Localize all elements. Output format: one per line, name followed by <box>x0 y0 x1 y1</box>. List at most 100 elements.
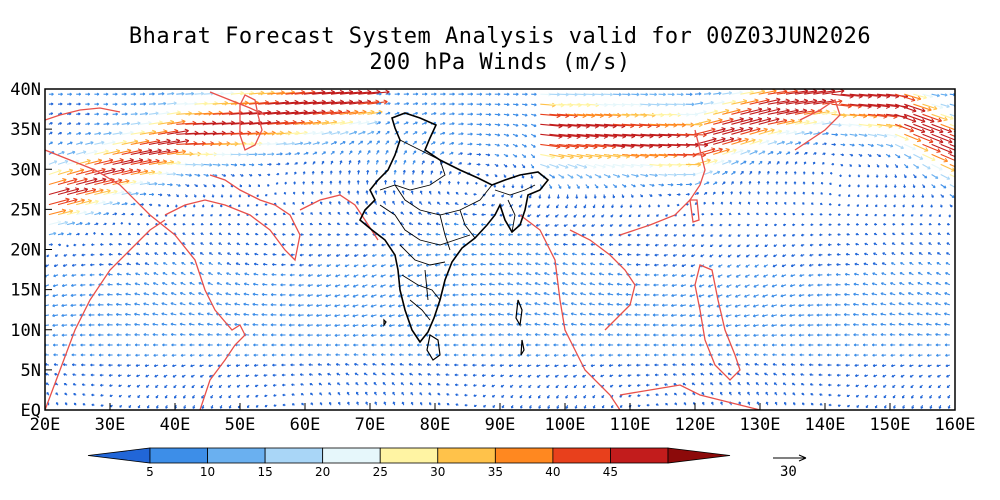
wind-vector-head <box>297 323 301 327</box>
wind-vector-head <box>219 395 222 399</box>
wind-vector-head <box>516 343 520 347</box>
wind-vector-head <box>73 402 77 406</box>
wind-vector-head <box>319 402 323 405</box>
wind-vector-head <box>845 353 848 357</box>
wind-vector-head <box>528 395 532 399</box>
wind-vector-head <box>872 353 875 357</box>
wind-vector-head <box>437 402 441 405</box>
wind-vector-head <box>272 363 275 367</box>
wind-vector-head <box>482 394 486 398</box>
wind-vector-head <box>380 353 384 357</box>
wind-vector-head <box>81 373 84 377</box>
wind-vector-head <box>409 372 412 376</box>
wind-vector-head <box>271 353 275 357</box>
wind-vector-head <box>898 332 902 337</box>
wind-vector-head <box>499 364 503 367</box>
wind-vector-head <box>72 383 76 386</box>
wind-vector-head <box>701 391 705 395</box>
wind-vector-head <box>218 385 222 388</box>
wind-vector-head <box>310 402 314 405</box>
wind-vector-head <box>646 383 649 387</box>
wind-vector-head <box>609 384 613 388</box>
wind-vector-head <box>698 333 702 337</box>
wind-vector-head <box>81 363 84 367</box>
wind-vector-head <box>672 353 675 357</box>
wind-vector-head <box>444 343 447 347</box>
wind-vector-head <box>299 363 302 367</box>
wind-vector-head <box>389 353 393 357</box>
wind-vector-head <box>254 374 257 377</box>
wind-vector-head <box>356 391 359 395</box>
wind-vector-head <box>108 363 111 367</box>
wind-vector-head <box>709 372 713 376</box>
wind-vector-head <box>245 384 249 388</box>
wind-vector-head <box>663 353 666 357</box>
wind-vector-head <box>145 385 149 388</box>
wind-vector-head <box>106 323 110 327</box>
wind-vector-head <box>370 333 374 337</box>
wind-vector-head <box>729 391 732 395</box>
wind-vector-head <box>52 343 56 347</box>
wind-vector-head <box>654 363 657 367</box>
wind-vector-head <box>91 393 94 397</box>
wind-vector-head <box>771 343 775 347</box>
wind-vector-head <box>370 324 374 328</box>
wind-vector-head <box>498 343 502 347</box>
wind-vector-head <box>556 396 559 399</box>
wind-vector-head <box>491 384 494 388</box>
wind-vector-head <box>253 363 257 367</box>
wind-vector-head <box>80 353 84 357</box>
wind-vector-head <box>164 385 167 389</box>
wind-vector-head <box>180 353 184 357</box>
wind-vector-head <box>363 372 367 376</box>
wind-vector-head <box>117 363 120 367</box>
wind-vector-head <box>510 406 514 409</box>
wind-vector-head <box>381 362 384 366</box>
wind-vector-head <box>699 353 702 357</box>
wind-vector-head <box>236 374 239 378</box>
wind-vector-head <box>545 374 549 378</box>
wind-vector-head <box>263 363 266 367</box>
wind-vector-head <box>738 391 741 395</box>
wind-vector-head <box>663 373 667 377</box>
wind-vector-head <box>165 406 168 409</box>
wind-vector-head <box>152 333 156 337</box>
wind-vector-head <box>137 395 140 399</box>
wind-vector-head <box>901 385 904 389</box>
wind-vector-head <box>464 393 467 397</box>
wind-vector-head <box>683 402 687 405</box>
wind-vector-head <box>700 372 703 376</box>
wind-vector-head <box>583 406 587 409</box>
wind-vector-head <box>837 404 841 407</box>
wind-vector-head <box>727 362 730 366</box>
wind-vector-head <box>162 364 166 368</box>
wind-vector-head <box>827 363 830 367</box>
wind-vector-head <box>228 395 231 399</box>
wind-vector-head <box>172 374 176 378</box>
wind-vector-head <box>774 401 778 405</box>
wind-vector-head <box>762 343 766 347</box>
wind-vector-head <box>726 343 729 347</box>
wind-vector-head <box>445 363 448 367</box>
wind-vector-head <box>281 373 284 377</box>
wind-vector-head <box>419 392 422 395</box>
wind-vector-head <box>372 362 375 366</box>
wind-vector-head <box>617 363 621 367</box>
wind-vector-head <box>607 343 611 347</box>
wind-vector-head <box>389 333 392 337</box>
wind-vector-head <box>98 333 101 337</box>
wind-vector-head <box>156 406 159 409</box>
wind-vector-head <box>646 393 649 397</box>
wind-vector-head <box>744 333 747 337</box>
wind-vector-head <box>263 384 267 387</box>
wind-vector-head <box>207 332 210 337</box>
wind-vector-head <box>356 401 360 404</box>
wind-vector-head <box>644 333 647 337</box>
wind-vector-head <box>335 363 339 366</box>
wind-vector-head <box>109 384 112 387</box>
wind-vector-head <box>619 405 623 408</box>
wind-vector-head <box>192 396 195 399</box>
wind-vector-head <box>710 391 714 395</box>
wind-vector-head <box>71 353 74 357</box>
wind-vector-head <box>380 343 383 347</box>
